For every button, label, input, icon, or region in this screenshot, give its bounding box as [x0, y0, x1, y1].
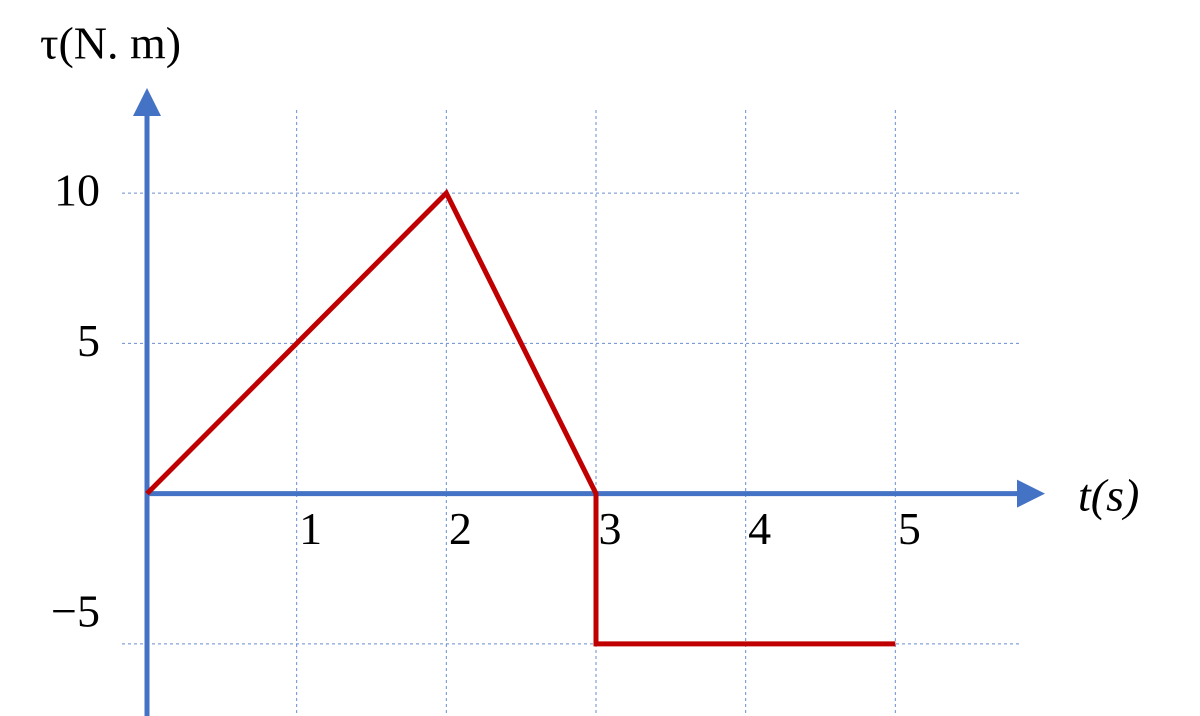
x-tick-label: 2 [449, 503, 472, 554]
y-tick-label: 10 [54, 165, 100, 216]
x-tick-label: 3 [599, 503, 622, 554]
y-tick-label: −5 [51, 585, 100, 636]
y-axis-arrow [133, 88, 161, 116]
y-axis-label: τ(N. m) [40, 18, 181, 69]
data-line [145, 188, 896, 647]
x-axis-arrow [1017, 479, 1045, 508]
y-tick-label: 5 [77, 315, 100, 366]
x-tick-label: 5 [898, 503, 921, 554]
x-tick-label: 4 [748, 503, 771, 554]
x-axis-label: t(s) [1078, 470, 1139, 521]
x-tick-label: 1 [299, 503, 322, 554]
